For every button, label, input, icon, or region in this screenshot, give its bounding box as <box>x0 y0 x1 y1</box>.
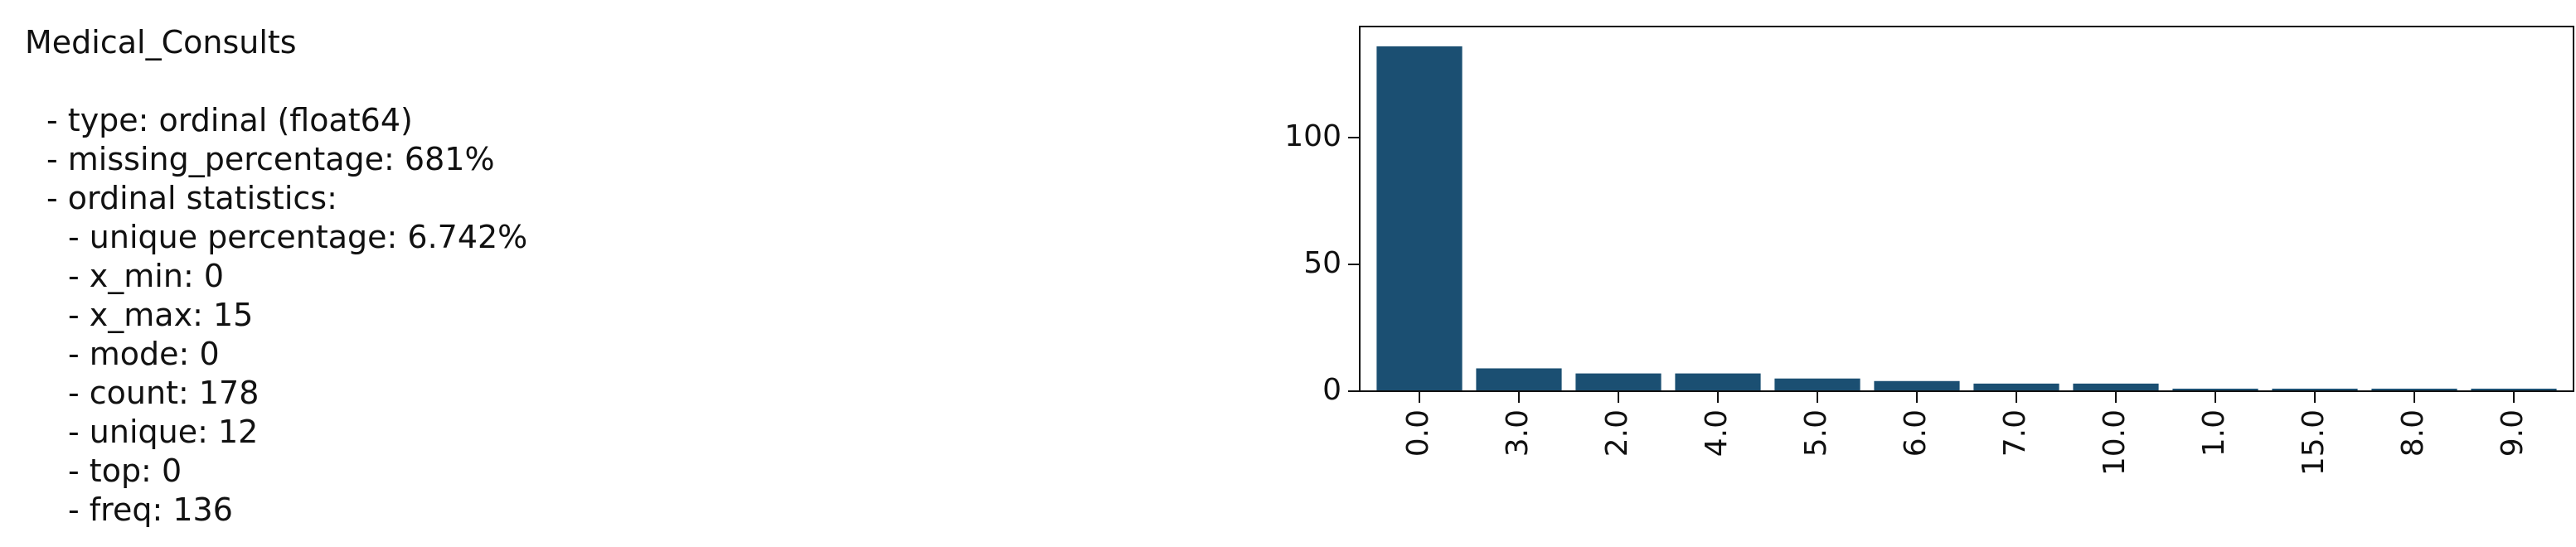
bar <box>2272 388 2358 391</box>
stat-line: - missing_percentage: 681% <box>46 141 495 177</box>
stat-line: - unique percentage: 6.742% <box>68 219 528 255</box>
x-tick-label: 3.0 <box>1501 409 1535 457</box>
stat-line: - x_max: 15 <box>68 297 254 333</box>
y-tick-label: 100 <box>1284 119 1341 153</box>
bar <box>1675 373 1761 391</box>
x-tick-label: 1.0 <box>2197 409 2231 457</box>
x-tick-label: 10.0 <box>2098 409 2132 476</box>
x-tick-label: 15.0 <box>2297 409 2331 476</box>
stat-line: - freq: 136 <box>68 491 233 528</box>
bar <box>2471 388 2557 391</box>
bar <box>1973 383 2059 391</box>
bar <box>1774 378 1860 391</box>
bar <box>1376 46 1463 391</box>
bar <box>1476 368 1562 391</box>
axes-frame <box>1359 26 2574 392</box>
bar <box>1575 373 1662 391</box>
summary: Medical_Consults - type: ordinal (float6… <box>25 23 527 530</box>
bar <box>2172 388 2258 391</box>
bar <box>2073 383 2159 391</box>
x-tick-label: 9.0 <box>2496 409 2530 457</box>
x-tick-label: 4.0 <box>1700 409 1734 457</box>
stat-line: - type: ordinal (float64) <box>46 102 413 138</box>
stat-line: - count: 178 <box>68 375 260 411</box>
y-tick-label: 0 <box>1322 373 1341 407</box>
x-tick-label: 7.0 <box>1998 409 2032 457</box>
stat-line: - mode: 0 <box>68 336 220 372</box>
y-tick-label: 50 <box>1303 246 1341 280</box>
x-tick-label: 8.0 <box>2396 409 2430 457</box>
stat-line: - unique: 12 <box>68 414 259 450</box>
x-tick-label: 0.0 <box>1401 409 1435 457</box>
stat-line: - x_min: 0 <box>68 258 224 294</box>
stat-line: - ordinal statistics: <box>46 180 337 216</box>
stat-line: - top: 0 <box>68 453 182 489</box>
x-tick-label: 5.0 <box>1799 409 1833 457</box>
bar <box>1874 380 1960 391</box>
title: Medical_Consults <box>25 24 297 61</box>
bar <box>2371 388 2457 391</box>
x-tick-label: 2.0 <box>1600 409 1634 457</box>
x-tick-label: 6.0 <box>1899 409 1933 457</box>
